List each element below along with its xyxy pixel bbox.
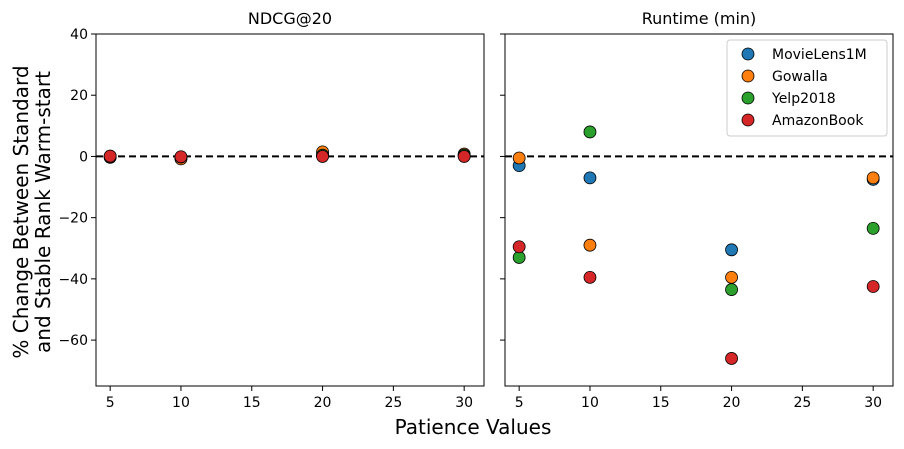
runtime-point-amazonbook-5 [512,240,526,254]
ndcg-point-amazonbook-10 [174,150,188,164]
ndcg-ytick-label-0: 40 [70,27,88,43]
shared-labels: Patience Values % Change Between Standar… [9,65,551,439]
ndcg-xtick-label-10: 10 [172,395,190,411]
runtime-point-gowalla-10 [583,238,597,252]
runtime-point-gowalla-30 [866,171,880,185]
runtime-point-yelp2018-5 [512,251,526,264]
legend-marker-yelp2018 [741,91,755,105]
runtime-axes-frame [504,33,894,387]
ndcg-xtick-label-20: 20 [314,395,332,411]
runtime-point-amazonbook-20 [725,352,738,365]
runtime-point-yelp2018-10 [583,125,597,139]
legend-label-yelp2018: Yelp2018 [771,91,836,107]
y-axis-label-line-2: and Stable Rank Warm-start [31,71,55,353]
runtime-xtick-label-20: 20 [723,395,741,411]
ndcg-ytick-label-5: −60 [58,333,88,349]
ndcg-xtick-label-5: 5 [106,395,115,411]
ndcg-axes-frame [95,33,485,387]
runtime-xtick-label-25: 25 [793,395,811,411]
x-axis-label: Patience Values [395,415,552,439]
runtime-panel: Runtime (min) 5 10 15 20 25 30 MovieLens1M Gowal… [500,9,894,411]
ndcg-title: NDCG@20 [248,9,332,28]
ndcg-ytick-label-1: 20 [70,88,88,104]
runtime-title: Runtime (min) [642,9,757,28]
ndcg-point-amazonbook-30 [457,150,471,163]
legend-marker-amazonbook [741,113,755,127]
y-axis-label-line-1: % Change Between Standard [9,65,33,358]
ndcg-ytick-label-2: 0 [79,149,88,165]
legend-label-movielens1m: MovieLens1M [772,47,867,63]
legend-label-amazonbook: AmazonBook [772,113,864,129]
runtime-point-movielens1m-20 [725,243,738,257]
runtime-point-movielens1m-10 [583,171,597,185]
ndcg-xtick-label-25: 25 [384,395,402,411]
legend-marker-gowalla [741,69,755,83]
ndcg-point-amazonbook-20 [316,150,329,163]
runtime-xtick-label-15: 15 [652,395,670,411]
runtime-point-gowalla-20 [725,270,738,284]
runtime-point-amazonbook-30 [866,280,880,293]
ndcg-panel: NDCG@20 5 10 15 20 25 30 40 20 0 −20 −40 −60 [58,9,485,411]
runtime-point-yelp2018-20 [725,283,738,296]
ndcg-point-amazonbook-5 [103,149,117,163]
legend-marker-movielens1m [741,47,755,61]
ndcg-xtick-label-30: 30 [455,395,473,411]
runtime-xtick-label-10: 10 [581,395,599,411]
legend-box [726,39,888,137]
runtime-xtick-label-30: 30 [864,395,882,411]
runtime-point-gowalla-5 [512,151,526,165]
ndcg-ytick-label-3: −20 [58,211,88,227]
ndcg-xtick-label-15: 15 [243,395,261,411]
runtime-xtick-label-5: 5 [515,395,524,411]
legend-label-gowalla: Gowalla [772,69,828,85]
legend: MovieLens1M Gowalla Yelp2018 AmazonBook [726,39,888,137]
runtime-point-yelp2018-30 [866,221,880,235]
runtime-point-amazonbook-10 [583,270,597,284]
ndcg-ytick-label-4: −40 [58,272,88,288]
